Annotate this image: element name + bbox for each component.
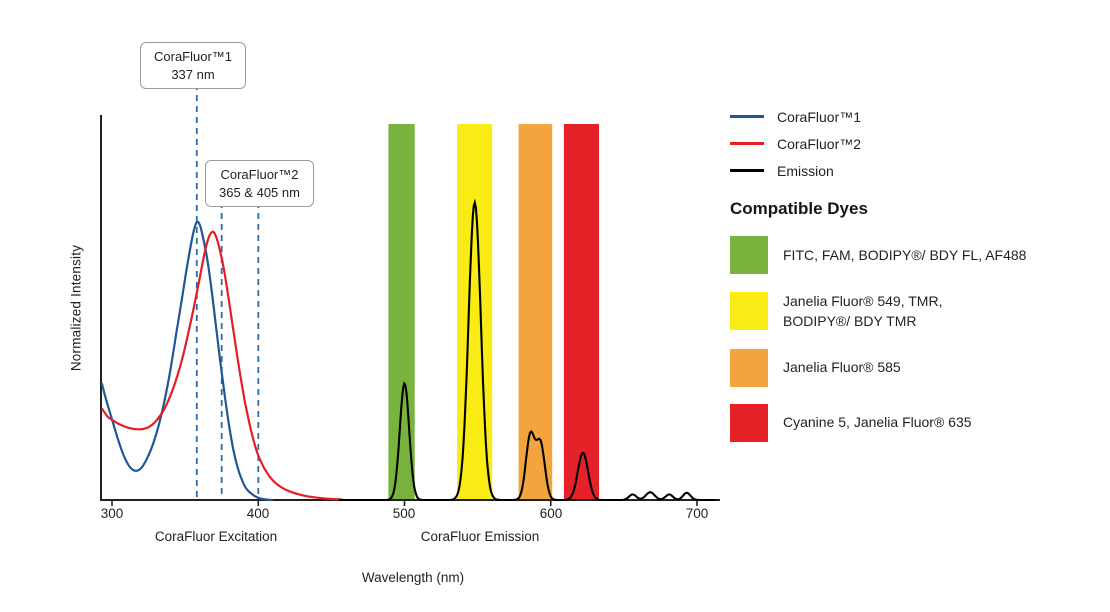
x-tick-700: 700 xyxy=(685,506,709,521)
compatible-dyes-heading: Compatible Dyes xyxy=(730,199,868,218)
callout-corafluor1: CoraFluor™1 337 nm xyxy=(140,42,247,90)
dye-label: Janelia Fluor® 549, TMR, BODIPY®/ BDY TM… xyxy=(783,293,943,330)
emission-line-swatch xyxy=(730,169,764,172)
callout-corafluor1-wavelength: 337 nm xyxy=(171,66,215,82)
y-axis-label: Normalized Intensity xyxy=(68,244,84,372)
red-dye-swatch xyxy=(730,403,768,442)
dye-label: FITC, FAM, BODIPY®/ BDY FL, AF488 xyxy=(783,246,1027,263)
corafluor1-line-swatch xyxy=(730,115,764,118)
dye-row-red: Cyanine 5, Janelia Fluor® 635 xyxy=(730,403,1106,442)
orange-dye-swatch xyxy=(730,348,768,387)
callout-corafluor2-wavelength: 365 & 405 nm xyxy=(219,184,300,200)
dye-label: Janelia Fluor® 585 xyxy=(783,359,901,376)
legend-entry-corafluor1: CoraFluor™1 xyxy=(730,103,1106,130)
dye-label: Cyanine 5, Janelia Fluor® 635 xyxy=(783,414,972,431)
x-tick-400: 400 xyxy=(246,506,270,521)
spectra-plot xyxy=(100,84,720,506)
legend-entry-label: CoraFluor™2 xyxy=(777,135,862,152)
green-dye-swatch xyxy=(730,236,768,274)
callout-corafluor2-title: CoraFluor™2 xyxy=(220,167,299,182)
callout-corafluor1-title: CoraFluor™1 xyxy=(154,49,233,64)
legend-entry-label: Emission xyxy=(777,162,834,179)
legend: CoraFluor™1 CoraFluor™2 Emission Compati… xyxy=(730,103,1106,442)
dye-row-green: FITC, FAM, BODIPY®/ BDY FL, AF488 xyxy=(730,236,1106,274)
dye-row-yellow: Janelia Fluor® 549, TMR, BODIPY®/ BDY TM… xyxy=(730,291,1106,332)
legend-entry-emission: Emission xyxy=(730,157,1106,184)
legend-entry-label: CoraFluor™1 xyxy=(777,108,862,125)
excitation-axis-caption: CoraFluor Excitation xyxy=(154,529,278,544)
x-tick-300: 300 xyxy=(100,506,124,521)
x-tick-600: 600 xyxy=(539,506,563,521)
dye-row-orange: Janelia Fluor® 585 xyxy=(730,348,1106,387)
legend-entry-corafluor2: CoraFluor™2 xyxy=(730,130,1106,157)
x-tick-500: 500 xyxy=(392,506,416,521)
yellow-dye-swatch xyxy=(730,292,768,331)
emission-axis-caption: CoraFluor Emission xyxy=(420,529,540,544)
x-axis-label: Wavelength (nm) xyxy=(361,570,465,585)
callout-corafluor2: CoraFluor™2 365 & 405 nm xyxy=(205,160,314,208)
corafluor2-line-swatch xyxy=(730,142,764,145)
